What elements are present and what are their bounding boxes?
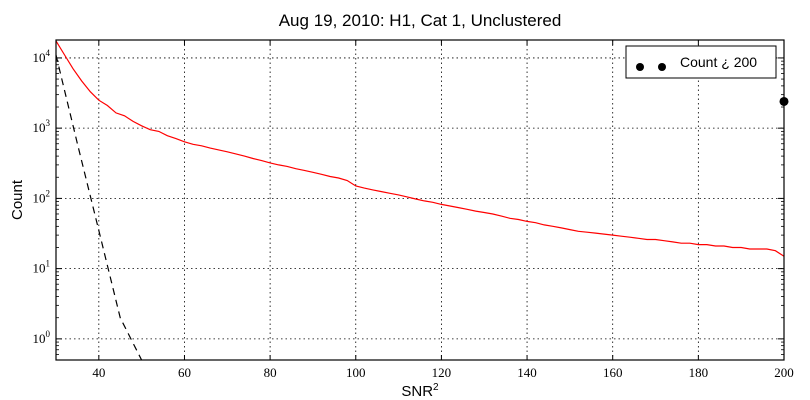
chart-title: Aug 19, 2010: H1, Cat 1, Unclustered — [279, 11, 562, 30]
dashed-fit-line — [55, 54, 143, 361]
x-axis-label-text: SNR — [401, 383, 433, 400]
y-tick-label-exponent: 3 — [46, 118, 51, 128]
y-tick-label: 104 — [33, 48, 51, 65]
y-tick-label: 101 — [33, 259, 51, 276]
count-series-line — [55, 40, 785, 257]
y-axis-label: Count — [9, 179, 26, 220]
series-layer — [55, 40, 785, 361]
y-tick-label: 103 — [33, 118, 51, 135]
x-tick-label: 80 — [264, 365, 277, 380]
y-tick-label: 100 — [33, 329, 51, 346]
y-tick-label-base: 10 — [33, 120, 46, 135]
x-tick-label: 180 — [689, 365, 709, 380]
y-tick-label-base: 10 — [33, 50, 46, 65]
x-tick-label: 140 — [517, 365, 537, 380]
y-tick-label-exponent: 0 — [46, 329, 51, 339]
legend: Count ¿ 200 — [625, 45, 777, 79]
x-axis-label: SNR2 — [401, 382, 439, 400]
legend-label: Count ¿ 200 — [680, 54, 757, 70]
x-tick-label: 60 — [178, 365, 191, 380]
x-axis: 40 60 80 100 120 140 160 180 200 — [92, 40, 794, 380]
y-tick-label-exponent: 1 — [46, 259, 51, 269]
x-axis-label-superscript: 2 — [433, 382, 439, 393]
y-tick-label: 102 — [33, 188, 51, 205]
x-tick-label: 40 — [92, 365, 105, 380]
x-tick-label: 200 — [774, 365, 794, 380]
plot-frame — [55, 39, 785, 361]
legend-box — [625, 45, 777, 79]
legend-marker — [636, 63, 644, 71]
y-tick-label-exponent: 4 — [46, 48, 51, 58]
legend-marker — [658, 63, 666, 71]
y-tick-label-exponent: 2 — [46, 188, 51, 198]
x-tick-label: 120 — [432, 365, 452, 380]
y-tick-label-base: 10 — [33, 190, 46, 205]
y-tick-label-base: 10 — [33, 331, 46, 346]
y-tick-label-base: 10 — [33, 261, 46, 276]
x-tick-label: 100 — [346, 365, 366, 380]
x-tick-label: 160 — [603, 365, 623, 380]
grid — [56, 40, 784, 360]
